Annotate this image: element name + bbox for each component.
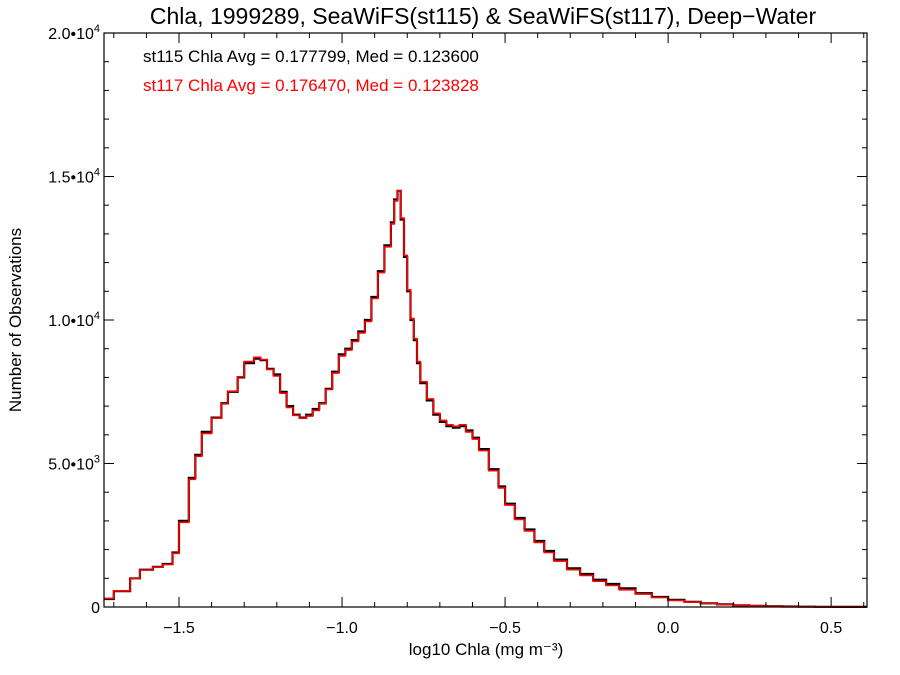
x-tick-label: −0.5 [489, 620, 521, 637]
series-0-line [104, 189, 867, 608]
y-axis-label: Number of Observations [6, 228, 25, 412]
y-ticks-layer: 0 5.0•103 1.0•104 1.5•104 2.0•104 [48, 23, 867, 617]
x-axis-label: log10 Chla (mg m⁻³) [409, 640, 563, 659]
x-tick-label: 0.0 [657, 620, 679, 637]
plot-frame [103, 32, 868, 608]
x-tick-label: 0.5 [820, 620, 842, 637]
series-layer [104, 189, 867, 608]
y-tick-label: 5.0•103 [48, 454, 100, 474]
y-tick-label: 1.0•104 [48, 310, 100, 330]
annotation-st117: st117 Chla Avg = 0.176470, Med = 0.12382… [143, 76, 479, 95]
annotation-st115: st115 Chla Avg = 0.177799, Med = 0.12360… [143, 47, 479, 66]
x-ticks-layer: −1.5 −1.0 −0.5 0.0 0.5 [113, 33, 865, 637]
y-tick-label: 0 [91, 600, 100, 617]
x-tick-label: −1.0 [326, 620, 358, 637]
chart-title: Chla, 1999289, SeaWiFS(st115) & SeaWiFS(… [150, 3, 817, 29]
y-tick-label: 2.0•104 [48, 23, 100, 43]
series-1-line [104, 190, 867, 608]
x-tick-label: −1.5 [163, 620, 195, 637]
y-tick-label: 1.5•104 [48, 167, 100, 187]
